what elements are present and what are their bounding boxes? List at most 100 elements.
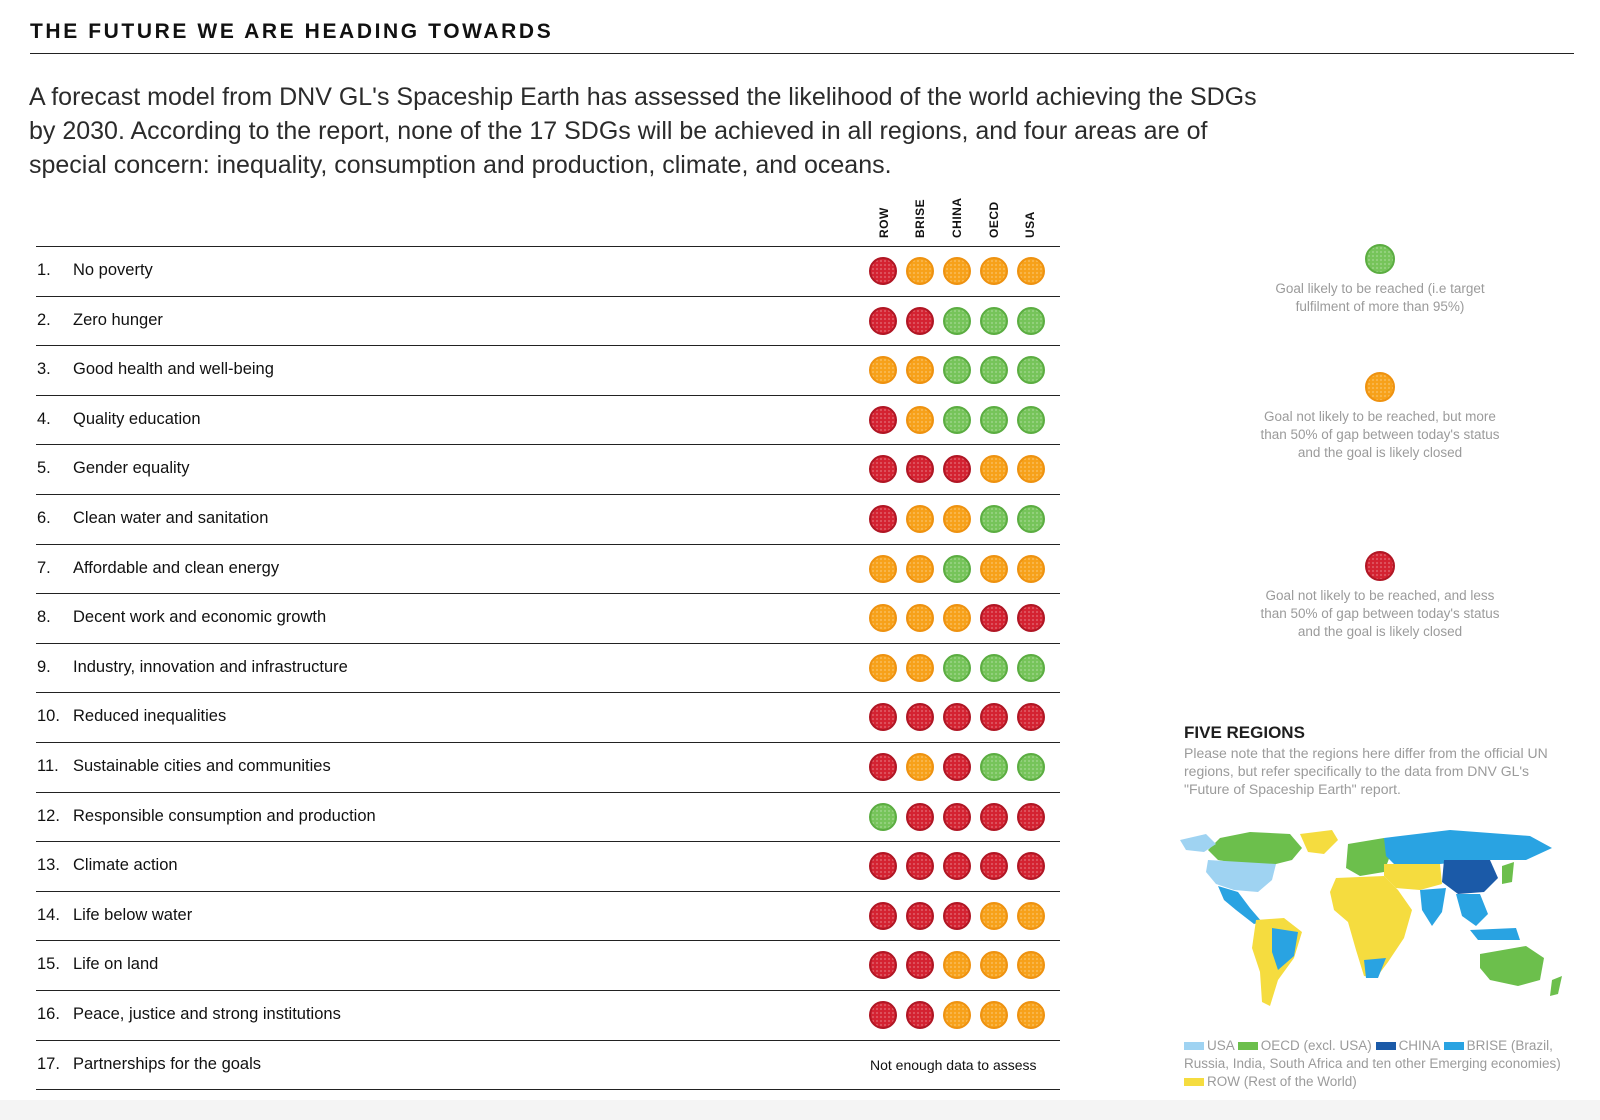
goal-ratings	[869, 405, 1045, 434]
rating-dot-brise	[906, 951, 934, 980]
rating-dot-china	[943, 802, 971, 831]
rating-dot-brise	[906, 405, 934, 434]
rating-dot-china	[943, 257, 971, 285]
goal-label: Gender equality	[73, 459, 190, 478]
goal-ratings	[869, 554, 1045, 583]
rating-dot-usa	[1017, 554, 1045, 583]
goal-ratings	[869, 951, 1045, 980]
column-header-china: CHINA	[950, 197, 964, 239]
rating-dot-oecd	[980, 951, 1008, 980]
goal-number: 12.	[37, 806, 60, 825]
rating-dot-usa	[1017, 455, 1045, 484]
rating-dot-brise	[906, 901, 934, 930]
goal-label: Partnerships for the goals	[73, 1054, 262, 1073]
goal-note: Not enough data to assess	[870, 1056, 1037, 1073]
rating-dot-china	[943, 951, 971, 980]
indonesia-shape	[1470, 928, 1520, 940]
rating-dot-china	[943, 356, 971, 385]
goal-row: 11. Sustainable cities and communities	[36, 743, 1060, 793]
goal-label: Clean water and sanitation	[73, 508, 269, 527]
rating-dot-row	[869, 752, 897, 781]
rating-dot-usa	[1017, 504, 1045, 533]
europe-shape	[1346, 838, 1390, 876]
page-title: THE FUTURE WE ARE HEADING TOWARDS	[30, 20, 554, 43]
goal-number: 16.	[37, 1004, 60, 1023]
rating-dot-china	[943, 653, 971, 682]
rating-dot-row	[869, 504, 897, 533]
goal-ratings	[869, 257, 1045, 285]
goal-number: 8.	[37, 608, 51, 627]
rating-dot-oecd	[980, 1000, 1008, 1029]
legend-china: CHINA	[1398, 1038, 1440, 1053]
rating-dot-oecd	[980, 306, 1008, 335]
rating-dot-row	[869, 356, 897, 385]
rating-dot-brise	[906, 257, 934, 285]
rating-dot-row	[869, 405, 897, 434]
goal-number: 13.	[37, 856, 60, 875]
japan-shape	[1502, 862, 1514, 884]
rating-dot-brise	[906, 802, 934, 831]
rating-dot-usa	[1017, 405, 1045, 434]
goal-row: 13. Climate action	[36, 842, 1060, 892]
rating-dot-brise	[906, 356, 934, 385]
row-swatch	[1184, 1078, 1204, 1087]
goal-label: Life below water	[73, 905, 193, 924]
china-swatch	[1375, 1042, 1396, 1051]
world-map	[1180, 830, 1562, 1006]
legend-partial: Goal not likely to be reached, but more …	[1260, 372, 1500, 462]
goal-row: 10. Reduced inequalities	[36, 693, 1060, 743]
goal-label: Life on land	[73, 955, 159, 974]
rating-dot-row	[869, 802, 897, 831]
goal-ratings	[869, 1000, 1045, 1029]
orange-status-icon	[1365, 372, 1395, 402]
goal-number: 9.	[37, 657, 51, 676]
goal-label: No poverty	[73, 261, 153, 279]
goal-number: 3.	[37, 360, 51, 379]
goal-number: 5.	[37, 459, 51, 478]
goal-row: 2. Zero hunger	[36, 297, 1060, 347]
goal-label: Climate action	[73, 856, 178, 875]
usa-swatch	[1184, 1042, 1204, 1051]
goal-row: 6. Clean water and sanitation	[36, 495, 1060, 545]
rating-dot-brise	[906, 604, 934, 633]
legend-unlikely: Goal not likely to be reached, and less …	[1260, 551, 1500, 641]
goal-ratings	[869, 752, 1045, 781]
rating-dot-oecd	[980, 901, 1008, 930]
rating-dot-oecd	[980, 356, 1008, 385]
oecd-swatch	[1237, 1042, 1258, 1051]
rating-dot-brise	[906, 703, 934, 732]
legend-likely-text: Goal likely to be reached (i.e target fu…	[1275, 281, 1485, 314]
rating-dot-brise	[906, 653, 934, 682]
legend-unlikely-text: Goal not likely to be reached, and less …	[1260, 588, 1500, 639]
goal-number: 11.	[37, 756, 59, 775]
new-zealand-shape	[1550, 976, 1562, 996]
red-status-icon	[1365, 551, 1395, 581]
legend-brise: BRISE (Brazil, Russia, India, South Afri…	[1184, 1038, 1561, 1071]
goal-number: 1.	[37, 261, 51, 279]
rating-dot-row	[869, 852, 897, 881]
rating-dot-usa	[1017, 901, 1045, 930]
rating-dot-china	[943, 455, 971, 484]
usa-shape	[1206, 860, 1276, 892]
bottom-band	[0, 1100, 1600, 1120]
rating-dot-oecd	[980, 504, 1008, 533]
rating-dot-oecd	[980, 455, 1008, 484]
south-africa-shape	[1364, 958, 1386, 978]
india-shape	[1420, 888, 1446, 926]
rating-dot-china	[943, 752, 971, 781]
rating-dot-oecd	[980, 257, 1008, 285]
mexico-shape	[1218, 886, 1262, 924]
rating-dot-oecd	[980, 752, 1008, 781]
rating-dot-usa	[1017, 852, 1045, 881]
goal-ratings	[869, 802, 1045, 831]
rating-dot-brise	[906, 554, 934, 583]
rating-dot-usa	[1017, 257, 1045, 285]
rating-dot-usa	[1017, 752, 1045, 781]
goal-number: 4.	[37, 409, 51, 428]
rating-dot-row	[869, 901, 897, 930]
rating-dot-brise	[906, 504, 934, 533]
rating-dot-row	[869, 306, 897, 335]
rating-dot-oecd	[980, 802, 1008, 831]
rating-dot-oecd	[980, 554, 1008, 583]
column-header-brise: BRISE	[913, 198, 927, 238]
